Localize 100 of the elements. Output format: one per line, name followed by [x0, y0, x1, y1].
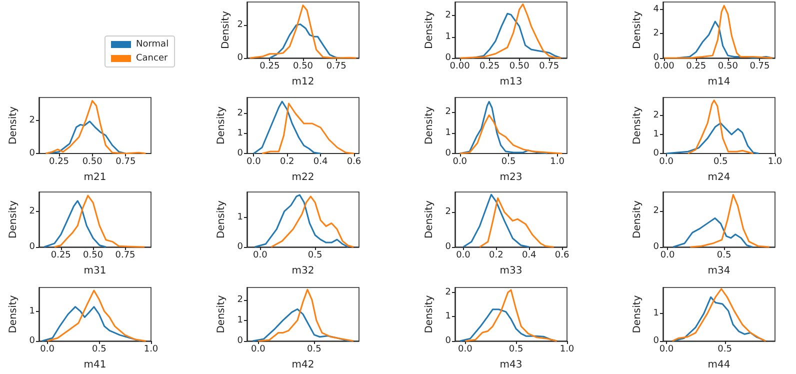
y-tick-label: 0: [653, 242, 660, 252]
x-axis-title: m23: [500, 172, 522, 182]
line-series: [470, 12, 562, 59]
line-series: [252, 100, 322, 154]
x-tick-label: 1.0: [550, 156, 565, 166]
x-tick-label: 0.4: [522, 250, 537, 260]
line-series: [666, 122, 760, 154]
line-series: [270, 196, 354, 248]
y-tick-label: 1: [237, 314, 243, 325]
y-tick-label: 0: [445, 336, 452, 346]
y-tick-label: 2: [237, 294, 243, 304]
x-tick-label: 0.50: [82, 156, 103, 166]
x-tick-label: 0.4: [313, 156, 328, 166]
y-tick-label: 0: [237, 148, 244, 158]
y-axis-title: Density: [216, 294, 227, 333]
x-tick-label: 0.0: [452, 156, 468, 166]
x-axis-title: m21: [84, 172, 106, 182]
y-tick-label: 1: [653, 129, 659, 140]
y-tick-label: 0: [237, 242, 244, 252]
y-axis-title: Density: [216, 200, 227, 239]
x-axis-title: m12: [292, 76, 314, 88]
y-axis-title: Density: [216, 106, 227, 144]
line-series: [478, 197, 555, 248]
y-axis-title: Density: [632, 294, 643, 333]
x-axis-title: m14: [708, 76, 730, 88]
x-tick-label: 0.5: [307, 344, 322, 354]
y-tick-label: 0: [29, 336, 36, 346]
x-tick-label: 0.25: [260, 62, 280, 72]
y-tick-label: 0: [29, 148, 36, 158]
x-tick-label: 1.0: [560, 344, 574, 354]
x-tick-label: 0.25: [686, 62, 706, 72]
x-axis-title: m22: [292, 172, 314, 182]
x-tick-label: 1.0: [144, 344, 158, 354]
y-axis-title: Density: [424, 200, 435, 239]
line-series: [46, 289, 147, 342]
x-tick-label: 0.5: [308, 250, 322, 260]
x-tick-label: 0.00: [654, 62, 675, 72]
y-tick-label: 0: [29, 242, 36, 252]
line-series: [459, 114, 563, 154]
x-tick-label: 0.25: [50, 250, 71, 260]
x-tick-label: 0.5: [718, 344, 732, 354]
y-tick-label: 0: [445, 53, 452, 63]
x-tick-label: 0.00: [450, 62, 470, 72]
legend-label: Normal: [136, 40, 169, 50]
line-series: [44, 100, 146, 154]
line-series: [54, 194, 146, 248]
y-tick-label: 0: [237, 336, 244, 346]
x-tick-label: 0.0: [246, 156, 262, 166]
x-tick-label: 0.5: [716, 250, 732, 260]
x-tick-label: 0.0: [660, 250, 675, 260]
x-tick-label: 0.50: [83, 250, 104, 260]
x-axis-title: m44: [708, 359, 730, 370]
y-tick-label: 2: [237, 108, 243, 118]
y-tick-label: 1: [445, 311, 451, 322]
y-axis-title: Density: [8, 106, 19, 144]
line-series: [689, 194, 770, 248]
line-series: [459, 3, 562, 59]
y-tick-label: 2: [445, 10, 451, 21]
line-series: [672, 217, 754, 248]
x-tick-label: 0.0: [253, 250, 268, 260]
x-axis-title: m43: [500, 359, 522, 370]
y-axis-title: Density: [424, 106, 435, 144]
x-tick-label: 0.75: [115, 250, 136, 260]
y-tick-label: 2: [653, 206, 659, 216]
line-series: [687, 99, 754, 154]
x-tick-label: 0.5: [501, 156, 516, 166]
y-axis-title: Density: [8, 200, 19, 239]
y-tick-label: 2: [445, 286, 451, 297]
y-tick-label: 2: [29, 206, 35, 217]
x-tick-label: 0.0: [456, 250, 471, 260]
y-tick-label: 0: [653, 148, 660, 158]
y-tick-label: 1: [445, 127, 451, 138]
x-axis-title: m24: [708, 172, 730, 182]
x-tick-label: 0.25: [480, 62, 500, 72]
line-series: [254, 194, 349, 248]
x-tick-label: 1.0: [768, 156, 782, 166]
x-axis-title: m32: [292, 266, 314, 276]
y-tick-label: 2: [445, 207, 451, 218]
y-tick-label: 2: [445, 106, 451, 117]
y-axis-title: Density: [220, 10, 232, 50]
y-tick-label: 2: [653, 110, 659, 120]
x-tick-label: 0.0: [458, 344, 473, 354]
y-tick-label: 1: [237, 212, 243, 222]
y-tick-label: 0: [445, 148, 452, 158]
line-series: [664, 4, 774, 59]
x-tick-label: 0.0: [251, 344, 266, 354]
x-tick-label: 0.6: [346, 156, 362, 166]
y-tick-label: 1: [445, 32, 451, 42]
x-tick-label: 0.0: [659, 344, 674, 354]
y-axis-title: Density: [632, 10, 643, 50]
y-tick-label: 0: [653, 53, 660, 63]
x-axis-title: m33: [500, 266, 522, 276]
x-axis-title: m31: [84, 266, 106, 276]
x-tick-label: 0.0: [40, 344, 55, 354]
x-tick-label: 0.6: [554, 250, 570, 260]
y-tick-label: 2: [653, 28, 659, 39]
y-tick-label: 0: [653, 336, 660, 346]
line-series: [43, 200, 107, 248]
line-series: [41, 306, 142, 342]
y-tick-label: 1: [237, 128, 243, 138]
